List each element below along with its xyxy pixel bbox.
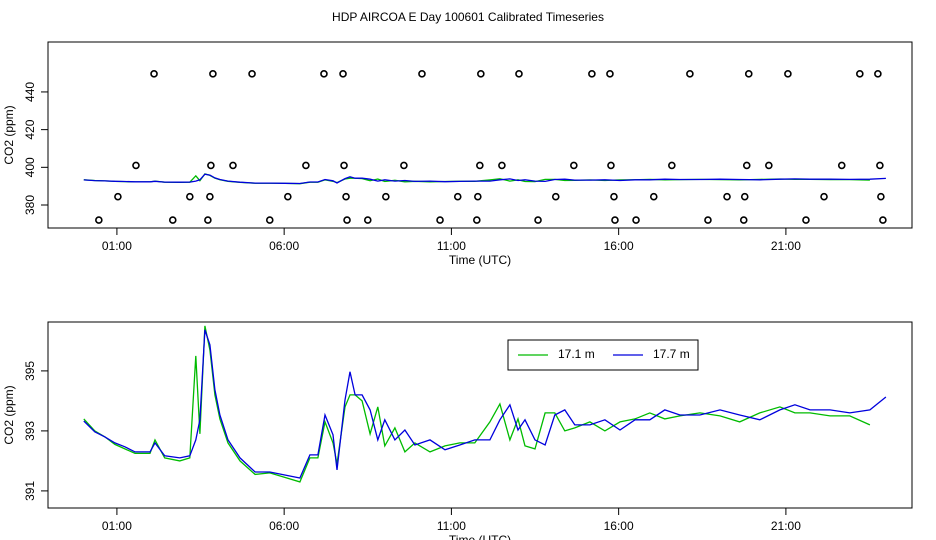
data-point bbox=[704, 216, 712, 224]
x-tick-label: 16:00 bbox=[604, 239, 634, 253]
y-tick-label: 395 bbox=[23, 361, 37, 381]
data-point bbox=[418, 70, 426, 78]
data-point bbox=[284, 192, 292, 201]
x-tick-label: 06:00 bbox=[269, 519, 299, 533]
data-point bbox=[340, 161, 348, 170]
x-tick-label: 11:00 bbox=[437, 519, 466, 533]
data-point bbox=[611, 216, 619, 224]
data-point bbox=[477, 70, 485, 78]
data-point bbox=[820, 192, 828, 201]
y-tick-label: 420 bbox=[23, 119, 37, 139]
data-point bbox=[686, 70, 694, 78]
x-tick-label: 21:00 bbox=[771, 239, 801, 253]
data-point bbox=[740, 192, 749, 201]
data-point bbox=[632, 216, 640, 224]
data-point bbox=[473, 216, 481, 224]
legend-box bbox=[507, 339, 699, 371]
chart-title: HDP AIRCOA E Day 100601 Calibrated Times… bbox=[332, 10, 604, 24]
legend-label: 17.1 m bbox=[558, 347, 595, 361]
x-tick-label: 01:00 bbox=[102, 239, 132, 253]
data-point bbox=[765, 161, 773, 170]
data-point bbox=[400, 161, 408, 170]
y-tick-label: 440 bbox=[23, 82, 37, 102]
data-point bbox=[837, 161, 846, 170]
x-tick-label: 01:00 bbox=[102, 519, 132, 533]
x-tick-label: 06:00 bbox=[269, 239, 299, 253]
x-tick-label: 16:00 bbox=[604, 519, 634, 533]
data-point bbox=[551, 192, 560, 201]
data-point bbox=[534, 216, 542, 224]
y-tick-label: 400 bbox=[23, 157, 37, 177]
data-point bbox=[204, 216, 212, 224]
data-point bbox=[739, 216, 748, 224]
data-point bbox=[784, 70, 792, 78]
y-axis-label: CO2 (ppm) bbox=[2, 385, 16, 444]
data-point bbox=[588, 70, 596, 78]
data-point bbox=[877, 192, 885, 201]
data-point bbox=[606, 70, 614, 78]
data-point bbox=[132, 161, 140, 170]
plot-frame bbox=[47, 321, 913, 509]
x-axis-label: Time (UTC) bbox=[449, 253, 511, 267]
data-point bbox=[610, 192, 618, 201]
data-point bbox=[320, 70, 328, 78]
data-point bbox=[339, 70, 347, 78]
data-point bbox=[95, 216, 103, 224]
data-point bbox=[607, 161, 615, 170]
data-point bbox=[302, 161, 310, 170]
data-point bbox=[363, 216, 372, 224]
data-point bbox=[209, 70, 217, 78]
y-tick-label: 391 bbox=[23, 481, 37, 501]
data-point bbox=[229, 161, 237, 170]
data-point bbox=[744, 70, 753, 78]
data-point bbox=[343, 216, 351, 224]
data-point bbox=[248, 70, 256, 78]
data-point bbox=[265, 216, 274, 224]
data-point bbox=[570, 161, 578, 170]
data-point bbox=[168, 216, 177, 224]
data-line bbox=[83, 173, 886, 185]
data-point bbox=[879, 216, 887, 224]
data-line bbox=[83, 329, 887, 479]
data-point bbox=[474, 192, 482, 201]
data-point bbox=[453, 192, 462, 201]
data-point bbox=[207, 161, 215, 170]
data-point bbox=[742, 161, 751, 170]
x-axis-label: Time (UTC) bbox=[449, 533, 511, 540]
data-point bbox=[186, 192, 194, 201]
data-point bbox=[114, 192, 122, 201]
data-point bbox=[723, 192, 731, 201]
data-point bbox=[515, 70, 523, 78]
data-line bbox=[83, 173, 870, 185]
legend-label: 17.7 m bbox=[653, 347, 690, 361]
x-tick-label: 21:00 bbox=[771, 519, 801, 533]
data-point bbox=[649, 192, 658, 201]
data-point bbox=[668, 161, 676, 170]
data-point bbox=[436, 216, 444, 224]
y-axis-label: CO2 (ppm) bbox=[2, 105, 16, 164]
data-point bbox=[206, 192, 214, 201]
data-point bbox=[150, 70, 158, 78]
data-point bbox=[498, 161, 506, 170]
data-point bbox=[802, 216, 810, 224]
data-point bbox=[342, 192, 350, 201]
plot-frame bbox=[47, 41, 913, 229]
data-line bbox=[83, 325, 871, 483]
x-tick-label: 11:00 bbox=[437, 239, 466, 253]
data-point bbox=[874, 70, 882, 78]
data-point bbox=[856, 70, 864, 78]
y-tick-label: 393 bbox=[23, 421, 37, 441]
data-point bbox=[876, 161, 884, 170]
y-tick-label: 380 bbox=[23, 195, 37, 215]
data-point bbox=[382, 192, 390, 201]
data-point bbox=[476, 161, 484, 170]
